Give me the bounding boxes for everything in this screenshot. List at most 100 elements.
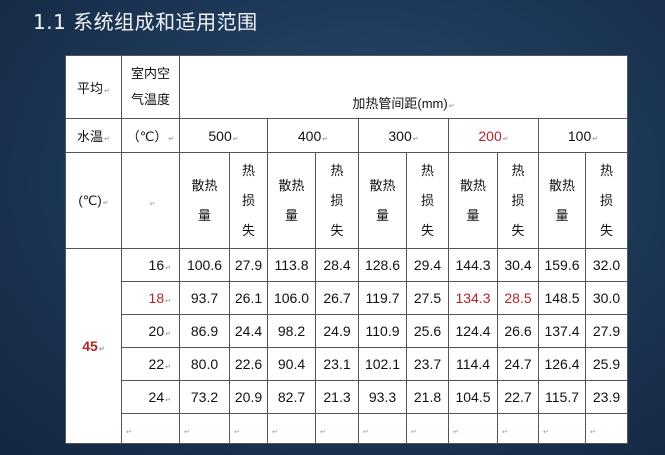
slide-title: 1.1 系统组成和适用范围 — [33, 10, 258, 34]
label: 散热 — [548, 177, 575, 193]
heat-loss-cell: 22.7 — [497, 380, 539, 414]
heat-dissipation-cell: 137.4 — [538, 314, 586, 348]
heat-loss-cell: 24.7 — [497, 347, 539, 381]
sub-header-heat-dissipation: 散热量 — [538, 152, 586, 249]
heat-loss-cell: 26.7 — [315, 281, 359, 315]
heat-loss-cell: 20.9 — [229, 380, 268, 414]
heat-dissipation-cell: 86.9 — [179, 314, 230, 348]
header-unit-celsius: (℃) — [65, 152, 122, 249]
heat-dissipation-cell: 113.8 — [267, 248, 316, 282]
room-temp-cell: 18 — [121, 281, 180, 315]
heat-loss-cell: 32.0 — [585, 248, 628, 282]
table-row: 4516100.627.9113.828.4128.629.4144.330.4… — [65, 248, 628, 444]
label: 失 — [511, 222, 525, 238]
empty-cell — [121, 413, 180, 444]
heat-dissipation-cell: 100.6 — [179, 248, 230, 282]
room-temp-cell: 16 — [121, 248, 180, 282]
heat-dissipation-cell: 124.4 — [448, 314, 498, 348]
heat-loss-cell: 27.9 — [229, 248, 268, 282]
empty-cell — [179, 413, 230, 444]
heat-loss-cell: 23.7 — [406, 347, 449, 381]
heat-dissipation-cell: 82.7 — [267, 380, 316, 414]
label: 散热 — [278, 177, 305, 193]
label: 损 — [330, 192, 344, 208]
label: 失 — [599, 222, 613, 238]
heat-loss-cell: 30.0 — [585, 281, 628, 315]
heat-dissipation-cell: 104.5 — [448, 380, 498, 414]
header-average: 平均 — [65, 55, 122, 119]
header-room-temp-line1: 室内空 — [130, 66, 170, 81]
heat-dissipation-cell: 102.1 — [358, 347, 407, 381]
heat-loss-cell: 27.9 — [585, 314, 628, 348]
heat-loss-cell: 30.4 — [497, 248, 539, 282]
heat-dissipation-cell: 119.7 — [358, 281, 407, 315]
label: 热 — [330, 162, 344, 178]
empty-cell — [267, 413, 316, 444]
spacing-400: 400 — [267, 118, 359, 153]
heat-dissipation-cell: 148.5 — [538, 281, 586, 315]
label: 损 — [420, 192, 434, 208]
label: 损 — [511, 192, 525, 208]
table-row: 2086.924.498.224.9110.925.6124.426.6137.… — [66, 314, 628, 348]
heat-loss-cell: 28.5 — [497, 281, 539, 315]
water-temp-cell: 45 — [65, 248, 122, 444]
empty-cell — [315, 413, 359, 444]
heat-dissipation-cell: 126.4 — [538, 347, 586, 381]
empty-cell — [229, 413, 268, 444]
label: 散热 — [459, 177, 486, 193]
heat-loss-cell: 21.8 — [406, 380, 449, 414]
empty-cell — [497, 413, 539, 444]
header-spacing: 加热管间距(mm) — [179, 55, 628, 119]
heat-dissipation-cell: 98.2 — [267, 314, 316, 348]
label: 量 — [284, 207, 298, 223]
empty-cell — [448, 413, 498, 444]
table-row: 2473.220.982.721.393.321.8104.522.7115.7… — [66, 380, 628, 414]
heat-dissipation-cell: 93.7 — [179, 281, 230, 315]
heat-dissipation-cell: 159.6 — [538, 248, 586, 282]
heat-dissipation-table: 平均 室内空 气温度 加热管间距(mm) 水温 （℃） 500 400 300 … — [65, 55, 628, 444]
header-water-temp: 水温 — [65, 118, 122, 153]
heat-dissipation-cell: 115.7 — [538, 380, 586, 414]
label: 失 — [420, 222, 434, 238]
label: 热 — [599, 162, 613, 178]
spacing-500: 500 — [179, 118, 268, 153]
empty-row — [66, 413, 628, 444]
empty-cell — [538, 413, 586, 444]
spacing-300: 300 — [358, 118, 449, 153]
label: 散热 — [369, 177, 396, 193]
heat-dissipation-cell: 93.3 — [358, 380, 407, 414]
label: 散热 — [191, 177, 218, 193]
sub-header-heat-dissipation: 散热量 — [358, 152, 407, 249]
heat-loss-cell: 22.6 — [229, 347, 268, 381]
heat-dissipation-cell: 73.2 — [179, 380, 230, 414]
sub-header-heat-dissipation: 散热量 — [179, 152, 230, 249]
heat-loss-cell: 24.9 — [315, 314, 359, 348]
sub-header-heat-loss: 热损失 — [585, 152, 628, 249]
sub-header-heat-dissipation: 散热量 — [267, 152, 316, 249]
heat-loss-cell: 28.4 — [315, 248, 359, 282]
heat-dissipation-cell: 80.0 — [179, 347, 230, 381]
heat-dissipation-cell: 110.9 — [358, 314, 407, 348]
sub-header-heat-loss: 热损失 — [406, 152, 449, 249]
heat-loss-cell: 26.1 — [229, 281, 268, 315]
empty-cell — [121, 152, 180, 249]
heat-loss-cell: 24.4 — [229, 314, 268, 348]
label: 热 — [420, 162, 434, 178]
room-temp-cell: 24 — [121, 380, 180, 414]
header-room-temp-line2: 气温度 — [130, 92, 170, 107]
heat-loss-cell: 26.6 — [497, 314, 539, 348]
room-temp-cell: 20 — [121, 314, 180, 348]
label: 量 — [466, 207, 480, 223]
empty-cell — [358, 413, 407, 444]
label: 热 — [511, 162, 525, 178]
empty-cell — [585, 413, 628, 444]
heat-loss-cell: 29.4 — [406, 248, 449, 282]
spacing-200: 200 — [448, 118, 539, 153]
sub-header-heat-loss: 热损失 — [315, 152, 359, 249]
label: 失 — [330, 222, 344, 238]
heat-dissipation-cell: 90.4 — [267, 347, 316, 381]
heat-dissipation-cell: 134.3 — [448, 281, 498, 315]
label: 热 — [241, 162, 255, 178]
room-temp-cell: 22 — [121, 347, 180, 381]
header-room-temp: 室内空 气温度 — [121, 55, 180, 119]
